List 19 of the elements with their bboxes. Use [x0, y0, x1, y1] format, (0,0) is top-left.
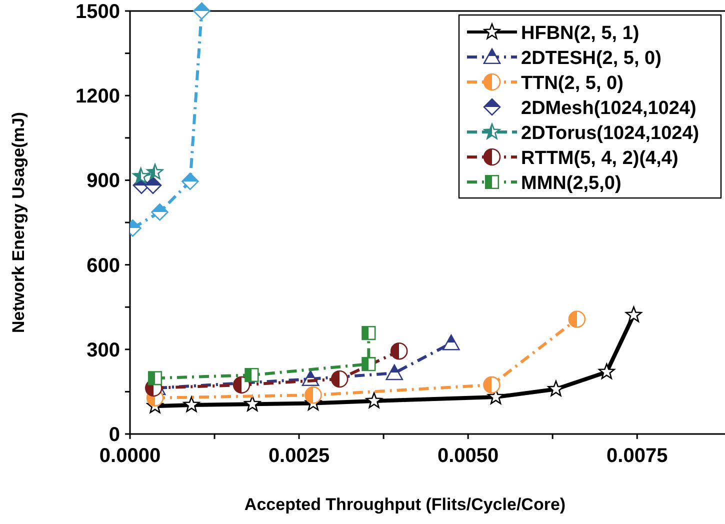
legend-label: HFBN(2, 5, 1) — [521, 23, 640, 44]
x-tick-label: 0.0025 — [268, 445, 330, 467]
legend-label: TTN(2, 5, 0) — [521, 73, 624, 94]
legend-label: 2DTESH(2, 5, 0) — [521, 48, 662, 69]
legend-label: 2DTorus(1024,1024) — [521, 123, 700, 144]
legend-label: MMN(2,5,0) — [521, 173, 622, 194]
legend-label: 2DMesh(1024,1024) — [521, 98, 696, 119]
y-tick-label: 900 — [86, 170, 120, 192]
x-tick-label: 0.0000 — [99, 445, 161, 467]
y-tick-label: 1200 — [76, 86, 120, 108]
y-axis-title: Network Energy Usage(mJ) — [9, 112, 28, 334]
y-tick-label: 300 — [86, 339, 120, 362]
x-tick-label: 0.0050 — [437, 445, 499, 467]
x-tick-label: 0.0075 — [606, 445, 668, 467]
y-tick-label: 1500 — [76, 1, 120, 23]
y-tick-label: 0 — [108, 424, 120, 446]
legend-label: RTTM(5, 4, 2)(4,4) — [521, 148, 678, 169]
y-tick-label: 600 — [86, 254, 120, 277]
x-axis-title: Accepted Throughput (Flits/Cycle/Core) — [244, 495, 566, 514]
